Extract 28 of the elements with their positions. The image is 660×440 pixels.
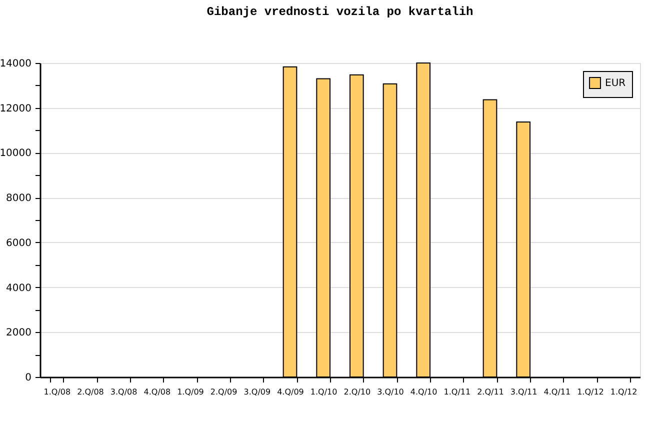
x-tick-label: 1.Q/11 — [444, 388, 471, 396]
legend-label: EUR — [605, 78, 626, 89]
x-tick-label: 1.Q/12 — [610, 388, 638, 396]
chart-title: Gibanje vrednosti vozila po kvartalih — [206, 5, 474, 19]
x-tick-label: 3.Q/10 — [377, 388, 404, 396]
x-tick-label: 4.Q/10 — [410, 388, 438, 396]
y-tick-label: 2000 — [6, 328, 32, 339]
x-tick-label: 4.Q/09 — [277, 388, 304, 396]
x-tick-label: 3.Q/09 — [244, 388, 271, 396]
x-tick-label: 1.Q/08 — [44, 388, 71, 396]
y-tick-label: 0 — [25, 372, 32, 384]
x-tick-label: 1.Q/12 — [577, 388, 604, 396]
x-tick-label: 2.Q/11 — [477, 388, 504, 396]
x-tick-label: 1.Q/09 — [177, 388, 204, 396]
x-tick-label: 2.Q/08 — [77, 388, 104, 396]
y-tick-label: 8000 — [6, 193, 32, 204]
x-tick-label: 3.Q/08 — [110, 388, 138, 396]
x-tick-label: 3.Q/11 — [510, 388, 538, 396]
x-tick-label: 4.Q/08 — [144, 388, 171, 396]
x-tick-label: 1.Q/10 — [310, 388, 338, 396]
y-tick-label: 4000 — [6, 282, 32, 294]
x-tick-label: 2.Q/10 — [344, 388, 371, 396]
y-tick-label: 10000 — [0, 148, 32, 160]
x-tick-label: 2.Q/09 — [210, 388, 238, 396]
x-tick-label: 4.Q/11 — [544, 388, 571, 396]
y-tick-label: 14000 — [0, 58, 32, 70]
y-tick-label: 6000 — [6, 238, 32, 249]
y-tick-label: 12000 — [0, 103, 32, 114]
